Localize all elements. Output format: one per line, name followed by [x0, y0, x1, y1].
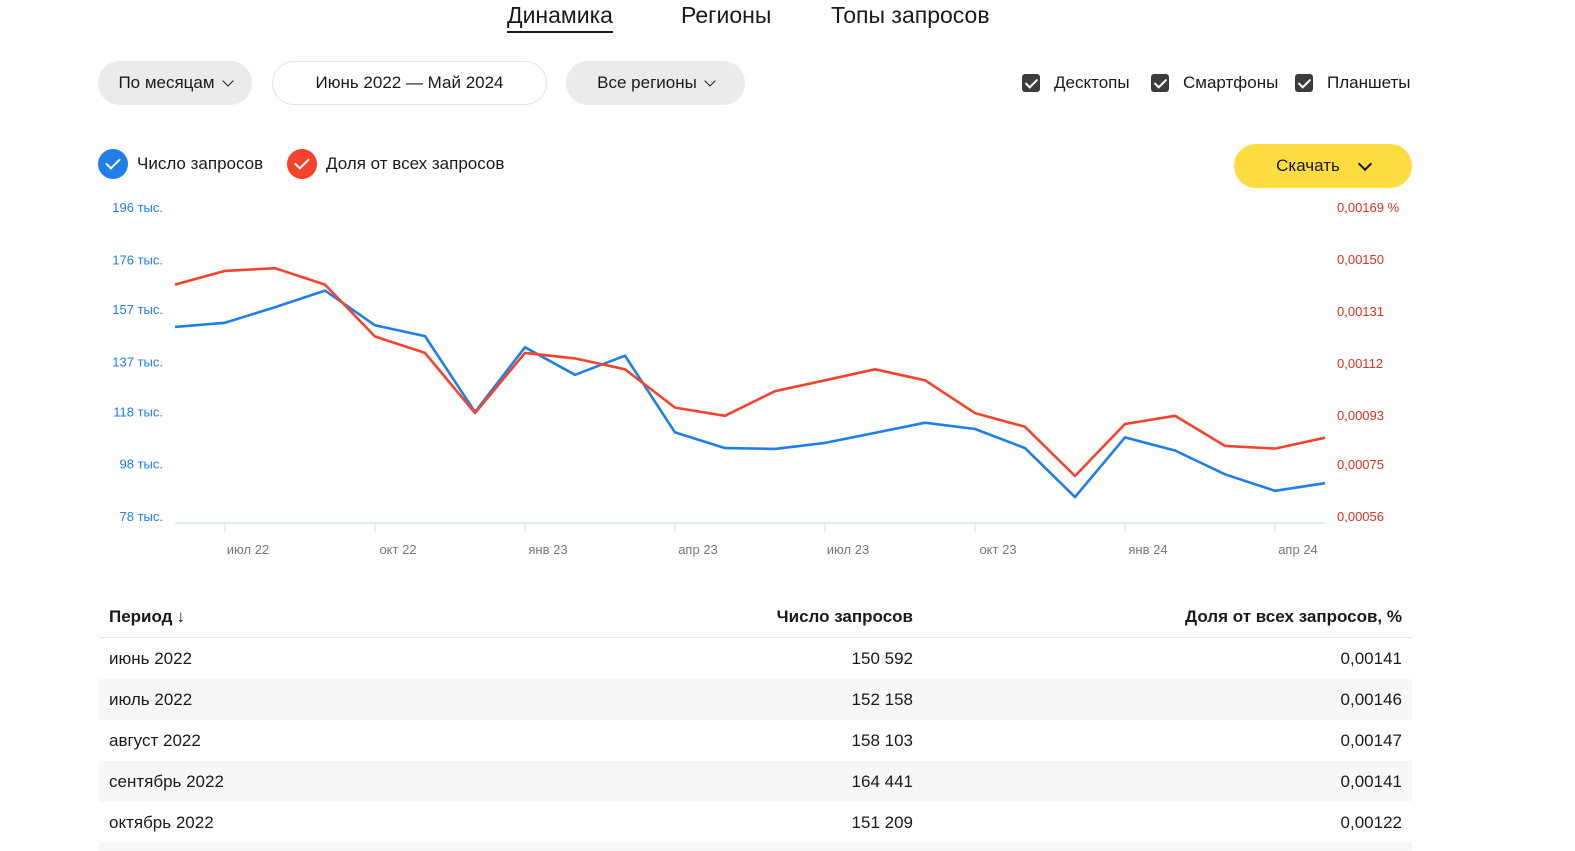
check-circle-icon [98, 149, 128, 179]
x-tick-label: янв 23 [528, 542, 567, 557]
y-left-tick-label: 118 тыс. [113, 404, 163, 419]
series-line-query-count [174, 289, 1326, 499]
check-circle-icon [287, 149, 317, 179]
date-range-label: Июнь 2022 — Май 2024 [315, 73, 504, 92]
cell-period: сентябрь 2022 [109, 771, 224, 791]
x-axis: июл 22 окт 22 янв 23 апр 23 июл 23 окт 23 янв … [175, 522, 1325, 557]
y-left-tick-label: 137 тыс. [112, 355, 163, 370]
header-period[interactable]: Период ↓ [109, 607, 185, 627]
device-desktop-label: Десктопы [1054, 73, 1130, 92]
cell-period: октябрь 2022 [109, 812, 214, 832]
header-period-label: Период [109, 606, 173, 626]
y-right-tick-label: 0,00112 [1337, 356, 1383, 371]
download-button-label: Скачать [1276, 156, 1340, 175]
cell-count: 164 441 [851, 771, 913, 791]
y-right-tick-label: 0,00169 % [1337, 200, 1400, 215]
checkbox-checked-icon [1151, 74, 1169, 92]
legend-query-count-label: Число запросов [137, 154, 264, 173]
y-right-tick-label: 0,00150 [1337, 252, 1384, 267]
header-count[interactable]: Число запросов [776, 606, 913, 626]
x-tick-label: окт 23 [979, 542, 1016, 557]
y-left-tick-label: 196 тыс. [112, 200, 163, 215]
arrow-down-icon: ↓ [176, 606, 185, 626]
tab-dynamics[interactable]: Динамика [507, 2, 613, 33]
tab-regions[interactable]: Регионы [681, 2, 772, 28]
x-tick-label: окт 22 [379, 542, 416, 557]
download-button[interactable]: Скачать [1234, 144, 1412, 188]
y-right-tick-label: 0,00131 [1337, 304, 1384, 319]
table-header: Период ↓ Число запросов Доля от всех запр… [99, 596, 1412, 638]
table-row: август 2022 158 103 0,00147 [99, 720, 1412, 761]
period-select-label: По месяцам [118, 73, 215, 92]
view-tabs: Динамика Регионы Топы запросов [0, 0, 1575, 40]
cell-period: июль 2022 [109, 689, 193, 709]
legend-query-share[interactable]: Доля от всех запросов [287, 149, 504, 179]
region-select-label: Все регионы [597, 73, 697, 92]
dynamics-chart: 78 тыс. 98 тыс. 118 тыс. 137 тыс. 157 тыс. 17… [112, 200, 1400, 557]
table-row [99, 842, 1412, 851]
cell-share: 0,00122 [1340, 812, 1402, 832]
checkbox-checked-icon [1295, 74, 1313, 92]
cell-share: 0,00146 [1340, 689, 1402, 709]
table-row: октябрь 2022 151 209 0,00122 [99, 802, 1412, 843]
cell-share: 0,00141 [1340, 648, 1402, 668]
cell-share: 0,00147 [1340, 730, 1402, 750]
y-left-tick-label: 78 тыс. [120, 509, 163, 524]
cell-count: 158 103 [851, 730, 913, 750]
checkbox-checked-icon [1022, 74, 1040, 92]
cell-period: июнь 2022 [109, 648, 193, 668]
chevron-down-icon [221, 74, 234, 87]
device-smartphone-checkbox[interactable]: Смартфоны [1151, 73, 1278, 93]
table-row: июль 2022 152 158 0,00146 [99, 679, 1412, 720]
device-desktop-checkbox[interactable]: Десктопы [1022, 73, 1130, 93]
cell-count: 152 158 [851, 689, 913, 709]
y-left-tick-label: 176 тыс. [112, 252, 163, 267]
y-right-tick-label: 0,00075 [1337, 457, 1384, 472]
cell-share: 0,00141 [1340, 771, 1402, 791]
y-left-tick-label: 157 тыс. [112, 302, 163, 317]
y-axis-left: 78 тыс. 98 тыс. 118 тыс. 137 тыс. 157 тыс. 17… [112, 200, 163, 524]
chevron-down-icon [1357, 156, 1372, 171]
chevron-down-icon [704, 74, 716, 87]
x-tick-label: июл 22 [227, 542, 269, 557]
period-select[interactable]: По месяцам [98, 61, 252, 105]
x-tick-label: апр 24 [1278, 542, 1318, 557]
table-row: июнь 2022 150 592 0,00141 [99, 638, 1412, 679]
device-tablet-checkbox[interactable]: Планшеты [1295, 73, 1411, 93]
chart-lines [174, 266, 1326, 499]
x-tick-label: апр 23 [678, 542, 718, 557]
x-tick-label: июл 23 [827, 542, 869, 557]
x-tick-label: янв 24 [1128, 542, 1167, 557]
header-share[interactable]: Доля от всех запросов, % [1185, 606, 1402, 626]
date-range-picker[interactable]: Июнь 2022 — Май 2024 [272, 61, 547, 105]
cell-period: август 2022 [109, 730, 201, 750]
data-table: Период ↓ Число запросов Доля от всех запр… [99, 596, 1412, 843]
region-select[interactable]: Все регионы [566, 61, 745, 105]
y-axis-right: 0,00056 0,00075 0,00093 0,00112 0,00131 0,001… [1337, 200, 1400, 524]
tab-top-queries[interactable]: Топы запросов [831, 2, 990, 28]
device-smartphone-label: Смартфоны [1183, 73, 1279, 92]
device-tablet-label: Планшеты [1327, 73, 1411, 92]
legend-query-share-label: Доля от всех запросов [326, 154, 505, 173]
legend-query-count[interactable]: Число запросов [98, 149, 263, 179]
cell-count: 151 209 [851, 812, 913, 832]
cell-count: 150 592 [851, 648, 913, 668]
y-left-tick-label: 98 тыс. [120, 457, 163, 472]
series-line-query-share [174, 266, 1326, 478]
y-right-tick-label: 0,00056 [1337, 509, 1384, 524]
table-row: сентябрь 2022 164 441 0,00141 [99, 761, 1412, 802]
y-right-tick-label: 0,00093 [1337, 408, 1384, 423]
